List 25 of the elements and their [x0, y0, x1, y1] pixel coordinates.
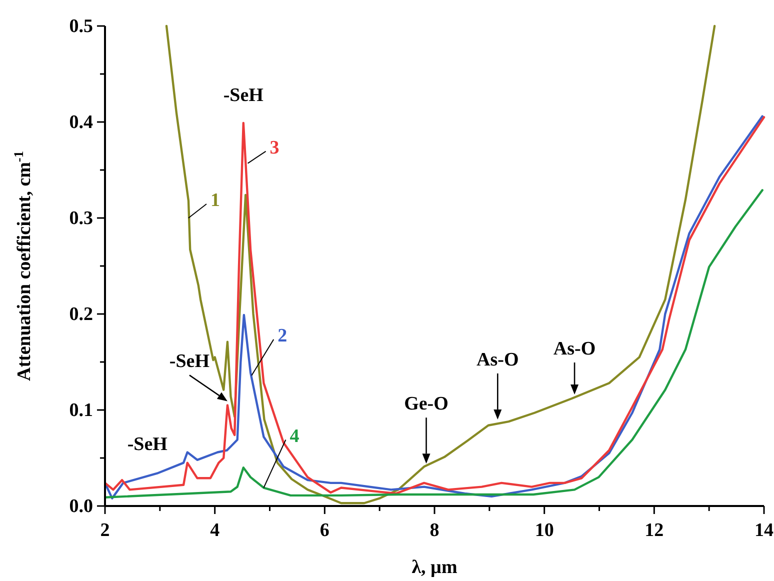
x-tick-label: 6 — [320, 520, 330, 541]
x-tick-label: 8 — [430, 520, 440, 541]
y-tick-label: 0.0 — [69, 496, 93, 517]
y-tick-label: 0.5 — [69, 16, 93, 37]
annotation: -SeH — [169, 351, 210, 372]
x-tick-label: 4 — [210, 520, 220, 541]
y-tick-label: 0.4 — [69, 112, 94, 133]
annotation: -SeH — [127, 434, 168, 456]
line-series — [105, 189, 764, 498]
x-tick-label: 12 — [644, 520, 664, 541]
y-tick-label: 0.2 — [69, 304, 93, 325]
series-label: 3 — [270, 137, 280, 158]
annotation: As-O — [476, 349, 519, 370]
annotation: Ge-O — [404, 394, 448, 415]
x-tick-label: 2 — [100, 520, 110, 541]
y-tick-label: 0.3 — [69, 208, 93, 229]
x-tick-label: 14 — [754, 520, 774, 541]
series-label: 2 — [278, 325, 288, 346]
x-tick-label: 10 — [534, 520, 554, 541]
y-tick-label: 0.1 — [69, 400, 93, 421]
annotation: -SeH — [223, 84, 264, 106]
annotation: As-O — [553, 338, 596, 360]
x-axis-title: λ, µm — [412, 557, 458, 578]
text: 4 — [290, 426, 300, 447]
series-label: 1 — [210, 190, 220, 211]
